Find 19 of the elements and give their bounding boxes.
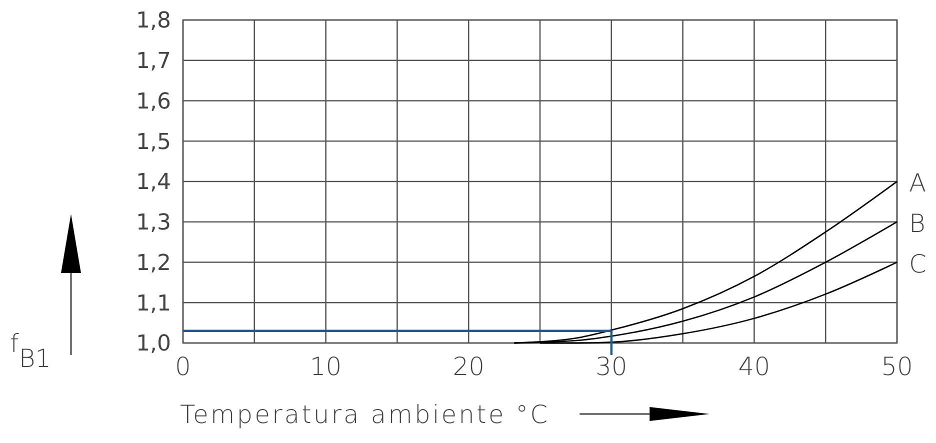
y-tick-label: 1,8 bbox=[136, 8, 171, 34]
x-tick-label: 0 bbox=[175, 352, 191, 381]
y-tick-label: 1,6 bbox=[136, 89, 171, 114]
series-label: B bbox=[909, 208, 926, 238]
y-tick-label: 1,7 bbox=[136, 49, 171, 74]
x-tick-label: 30 bbox=[595, 352, 628, 381]
x-tick-label: 10 bbox=[310, 352, 342, 381]
y-tick-label: 1,2 bbox=[136, 250, 171, 276]
y-tick-label: 1,0 bbox=[136, 332, 171, 357]
y-tick-label: 1,5 bbox=[136, 130, 171, 155]
y-tick-label: 1,4 bbox=[136, 170, 171, 196]
series-label: A bbox=[909, 168, 926, 198]
x-tick-label: 50 bbox=[881, 352, 913, 381]
y-tick-label: 1,1 bbox=[136, 291, 171, 316]
x-axis-title: Temperatura ambiente °C bbox=[180, 400, 550, 429]
x-tick-label: 20 bbox=[452, 352, 485, 381]
x-tick-label: 40 bbox=[738, 352, 770, 381]
y-tick-label: 1,3 bbox=[136, 210, 171, 236]
series-label: C bbox=[909, 249, 926, 278]
